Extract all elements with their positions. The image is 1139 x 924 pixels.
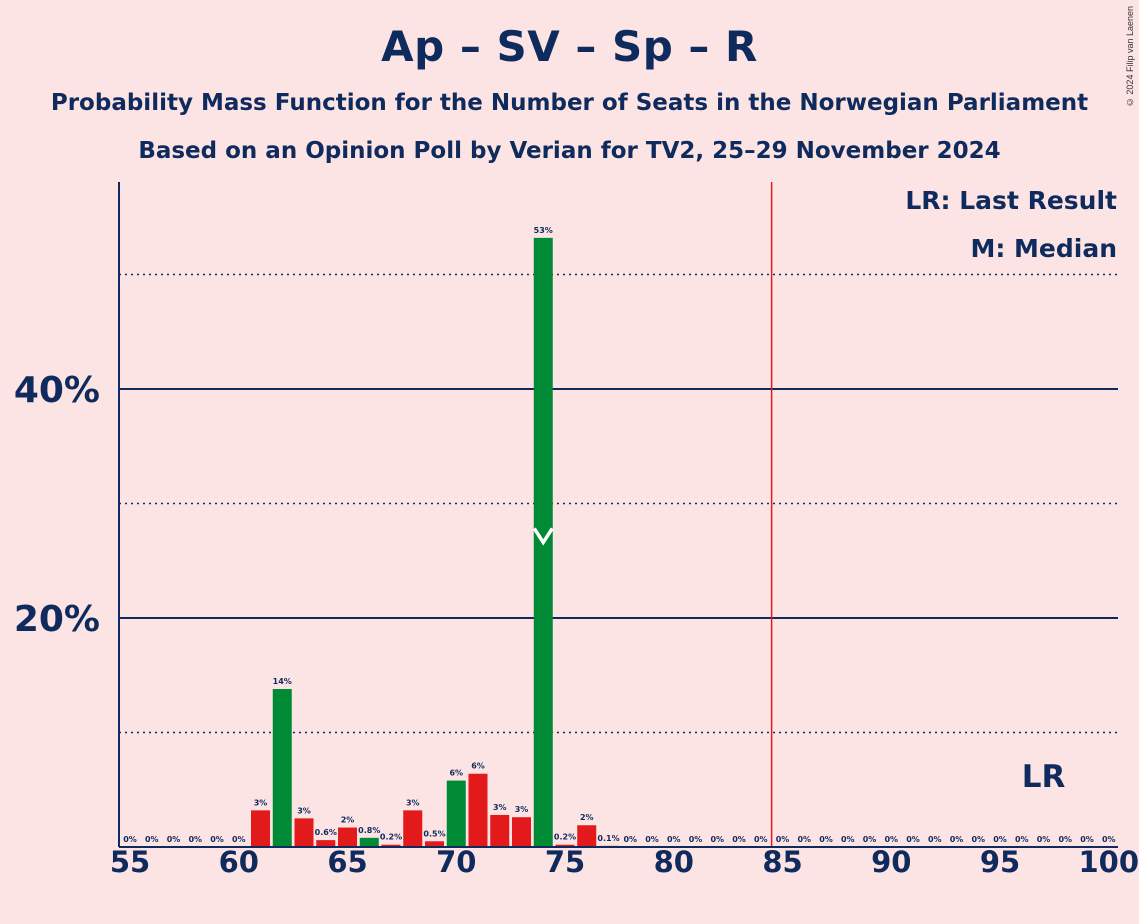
bar-value-label: 3% [297,806,311,815]
bar-seat-63 [294,818,314,847]
legend-last-result: LR: Last Result [905,186,1117,215]
median-marker [532,527,554,546]
chart-title: Ap – SV – Sp – R [381,22,758,71]
bar-value-label: 6% [471,762,485,771]
x-tick-label: 60 [219,845,259,879]
bar-value-label: 0% [623,835,637,844]
bar-value-label: 0% [863,835,877,844]
bar-value-label: 0% [1058,835,1072,844]
bar-value-label: 0% [710,835,724,844]
bar-value-label: 0.1% [597,834,619,843]
bar-value-label: 0.2% [554,833,576,842]
bar-value-label: 0% [689,835,703,844]
bar-value-label: 0% [841,835,855,844]
bar-value-label: 0% [232,835,246,844]
bar-value-label: 0% [123,835,137,844]
bar-value-label: 6% [449,769,463,778]
legend-median: M: Median [970,234,1117,263]
bar-seat-73 [512,817,531,847]
bar-value-label: 0% [776,835,790,844]
x-tick-label: 70 [436,845,476,879]
bar-value-label: 2% [341,816,355,825]
bar-seat-66 [359,837,379,847]
bar-value-label: 53% [534,226,553,235]
bar-value-label: 0% [732,835,746,844]
bar-value-label: 0.2% [380,833,402,842]
bar-value-label: 0% [797,835,811,844]
bar-seat-75 [555,844,575,847]
x-tick-label: 65 [327,845,367,879]
bar-value-label: 3% [254,798,268,807]
bar-seat-72 [490,814,510,847]
x-tick-label: 80 [654,845,694,879]
last-result-marker-label: LR [1022,759,1066,795]
bar-value-label: 0% [884,835,898,844]
bar-value-label: 0% [906,835,920,844]
bar-value-label: 0.6% [315,828,337,837]
x-tick-label: 95 [980,845,1020,879]
bar-value-label: 14% [273,677,292,686]
bar-seat-68 [403,810,423,847]
bar-value-label: 0% [1015,835,1029,844]
bar-value-label: 0% [145,835,159,844]
bar-value-label: 0% [210,835,224,844]
bar-seat-62 [272,688,292,847]
bar-value-label: 0% [188,835,202,844]
bar-seat-67 [381,844,401,847]
bar-seat-76 [577,825,597,847]
bar-value-label: 0% [645,835,659,844]
bar-value-label: 0% [928,835,942,844]
bar-value-label: 0.5% [423,829,445,838]
bar-value-label: 3% [515,805,529,814]
y-tick-label: 40% [14,370,100,411]
x-tick-label: 100 [1078,845,1139,879]
x-tick-label: 90 [871,845,911,879]
bar-seat-69 [425,841,444,847]
bar-seat-64 [316,840,336,847]
bar-value-label: 0% [754,835,768,844]
bar-value-label: 0% [1102,835,1116,844]
x-tick-label: 75 [545,845,585,879]
bar-value-label: 3% [493,803,507,812]
x-tick-label: 55 [110,845,150,879]
bar-seat-61 [251,810,270,847]
bar-value-label: 0% [819,835,833,844]
bar-seat-71 [468,773,488,847]
bar-value-label: 2% [580,813,594,822]
y-tick-label: 20% [14,599,100,640]
bar-value-label: 0% [1080,835,1094,844]
bar-value-label: 0% [1037,835,1051,844]
bar-seat-70 [446,780,466,847]
chart-subtitle: Probability Mass Function for the Number… [50,90,1089,116]
chart-subtitle-source: Based on an Opinion Poll by Verian for T… [138,138,1001,164]
bar-value-label: 0% [167,835,181,844]
bar-seat-65 [338,827,357,847]
bar-value-label: 0% [667,835,681,844]
bar-value-label: 0% [971,835,985,844]
x-tick-label: 85 [762,845,802,879]
bar-value-label: 0.8% [358,826,380,835]
bar-value-label: 0% [950,835,964,844]
bar-value-label: 3% [406,798,420,807]
bar-value-label: 0% [993,835,1007,844]
